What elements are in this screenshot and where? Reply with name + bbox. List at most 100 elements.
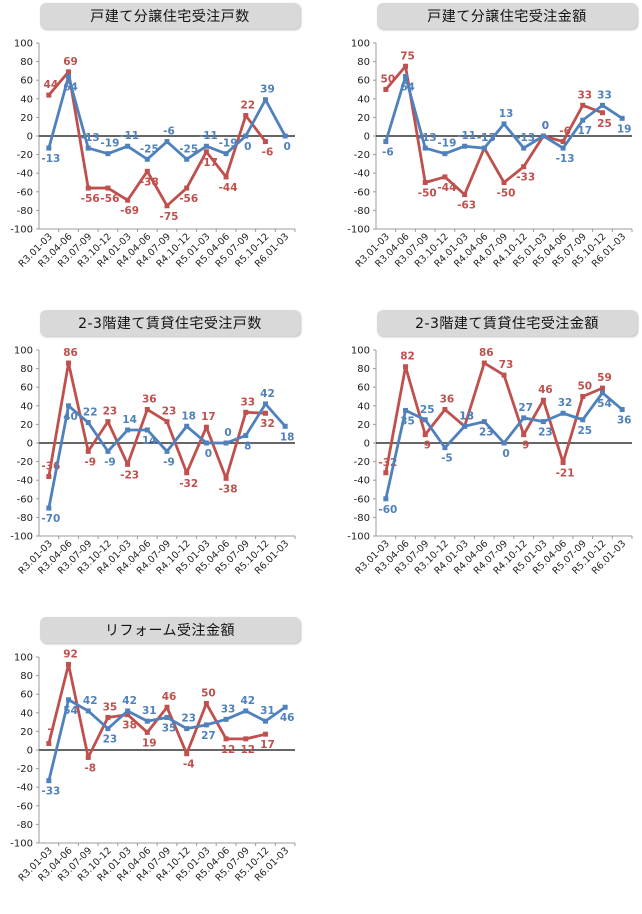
data-label-blue: 33 — [221, 703, 236, 715]
data-point-red — [580, 394, 586, 399]
data-point-blue — [105, 151, 111, 157]
y-tick-label: -80 — [354, 513, 370, 524]
data-point-red — [481, 360, 487, 366]
data-label-red: 36 — [142, 394, 157, 406]
data-label-blue: 18 — [181, 410, 196, 422]
data-label-red: 7 — [47, 727, 54, 739]
y-tick-label: 20 — [20, 420, 33, 431]
y-tick-label: 40 — [20, 401, 33, 412]
data-point-red — [243, 409, 249, 415]
y-tick-label: -60 — [17, 187, 33, 198]
data-point-blue — [125, 143, 131, 149]
y-tick-label: -20 — [354, 150, 370, 161]
chart-title: リフォーム受注金額 — [40, 617, 300, 643]
data-label-blue: 46 — [280, 712, 295, 724]
y-tick-label: 100 — [351, 346, 370, 357]
data-point-blue — [403, 407, 409, 413]
data-point-blue — [383, 496, 389, 502]
data-label-blue: 36 — [617, 415, 632, 427]
data-label-blue: 14 — [142, 435, 157, 447]
data-label-red: 17 — [201, 411, 216, 423]
data-label-red: -17 — [199, 157, 218, 169]
data-label-red: -50 — [497, 188, 516, 200]
data-point-red — [66, 69, 72, 75]
line-chart-4: 100806040200-20-40-60-80-100R3.01-03R3.0… — [347, 346, 633, 577]
data-label-red: 50 — [201, 688, 216, 700]
data-label-red: 50 — [577, 381, 592, 393]
data-label-red: -6 — [262, 147, 274, 159]
data-point-blue — [282, 423, 288, 429]
data-point-blue — [164, 714, 170, 720]
data-point-blue — [105, 448, 111, 454]
data-point-blue — [243, 133, 249, 139]
y-tick-label: 60 — [357, 76, 370, 87]
data-label-red: 32 — [260, 418, 275, 430]
data-label-blue: 39 — [260, 84, 275, 96]
data-point-red — [184, 751, 190, 757]
y-tick-label: -60 — [17, 494, 33, 505]
data-label-blue: 54 — [63, 705, 78, 717]
data-point-blue — [422, 145, 428, 151]
data-point-blue — [144, 718, 150, 724]
data-label-blue: 32 — [558, 397, 573, 409]
y-tick-label: 80 — [357, 364, 370, 375]
data-label-red: -56 — [100, 193, 119, 205]
data-point-blue — [46, 505, 52, 511]
y-tick-label: 40 — [357, 401, 370, 412]
data-label-blue: 42 — [240, 695, 255, 707]
data-label-red: -69 — [120, 205, 139, 217]
data-label-red: -4 — [183, 759, 195, 771]
data-point-red — [262, 731, 268, 737]
data-label-blue: -6 — [163, 126, 175, 138]
data-point-blue — [481, 145, 487, 151]
data-label-blue: 27 — [201, 730, 216, 742]
y-tick-label: -40 — [354, 476, 370, 487]
series-line-red — [47, 70, 267, 208]
data-label-blue: -25 — [179, 143, 198, 155]
y-tick-label: 40 — [357, 94, 370, 105]
data-point-blue — [203, 722, 209, 728]
y-tick-label: -40 — [354, 169, 370, 180]
data-label-blue: 31 — [142, 705, 157, 717]
data-label-red: 46 — [162, 691, 177, 703]
chart-panel-2: 戸建て分譲住宅受注金額 100 80 60 40 20 0 -20 -40 -60 -80 -100… — [337, 0, 637, 300]
data-point-red — [125, 461, 131, 467]
data-label-blue: 27 — [518, 402, 533, 414]
data-point-blue — [184, 156, 190, 162]
data-label-blue: -19 — [100, 138, 119, 150]
data-label-blue: 25 — [577, 425, 592, 437]
data-point-red — [105, 185, 111, 191]
data-label-blue: 40 — [63, 411, 78, 423]
data-label-red: 9 — [424, 440, 431, 452]
data-label-blue: -13 — [81, 132, 100, 144]
data-point-red — [442, 407, 448, 413]
y-tick-label: 80 — [20, 57, 33, 68]
data-label-red: -9 — [84, 456, 96, 468]
data-point-blue — [501, 121, 507, 127]
data-point-blue — [599, 390, 605, 396]
series-line-red — [384, 64, 603, 196]
data-label-blue: -9 — [163, 456, 175, 468]
data-point-red — [403, 364, 409, 370]
data-point-red — [501, 372, 507, 378]
y-tick-label: 40 — [20, 708, 33, 719]
data-point-blue — [422, 417, 428, 423]
data-point-blue — [203, 440, 209, 446]
y-tick-label: -60 — [354, 187, 370, 198]
y-tick-label: 40 — [20, 94, 33, 105]
data-point-blue — [560, 145, 566, 151]
y-tick-label: -100 — [347, 532, 370, 543]
data-label-blue: 35 — [162, 722, 177, 734]
chart-title: 2-3階建て賃貸住宅受注戸数 — [40, 310, 300, 336]
data-point-blue — [85, 145, 91, 151]
data-label-blue: 8 — [244, 441, 251, 453]
y-tick-label: 0 — [27, 439, 33, 450]
data-label-red: -63 — [457, 200, 476, 212]
data-label-blue: 23 — [538, 427, 553, 439]
y-tick-label: 0 — [27, 132, 33, 143]
data-point-red — [243, 113, 249, 119]
data-label-blue: 17 — [577, 125, 592, 137]
data-point-red — [144, 168, 150, 174]
chart-title: 戸建て分譲住宅受注戸数 — [40, 3, 300, 29]
data-label-red: 23 — [103, 406, 118, 418]
